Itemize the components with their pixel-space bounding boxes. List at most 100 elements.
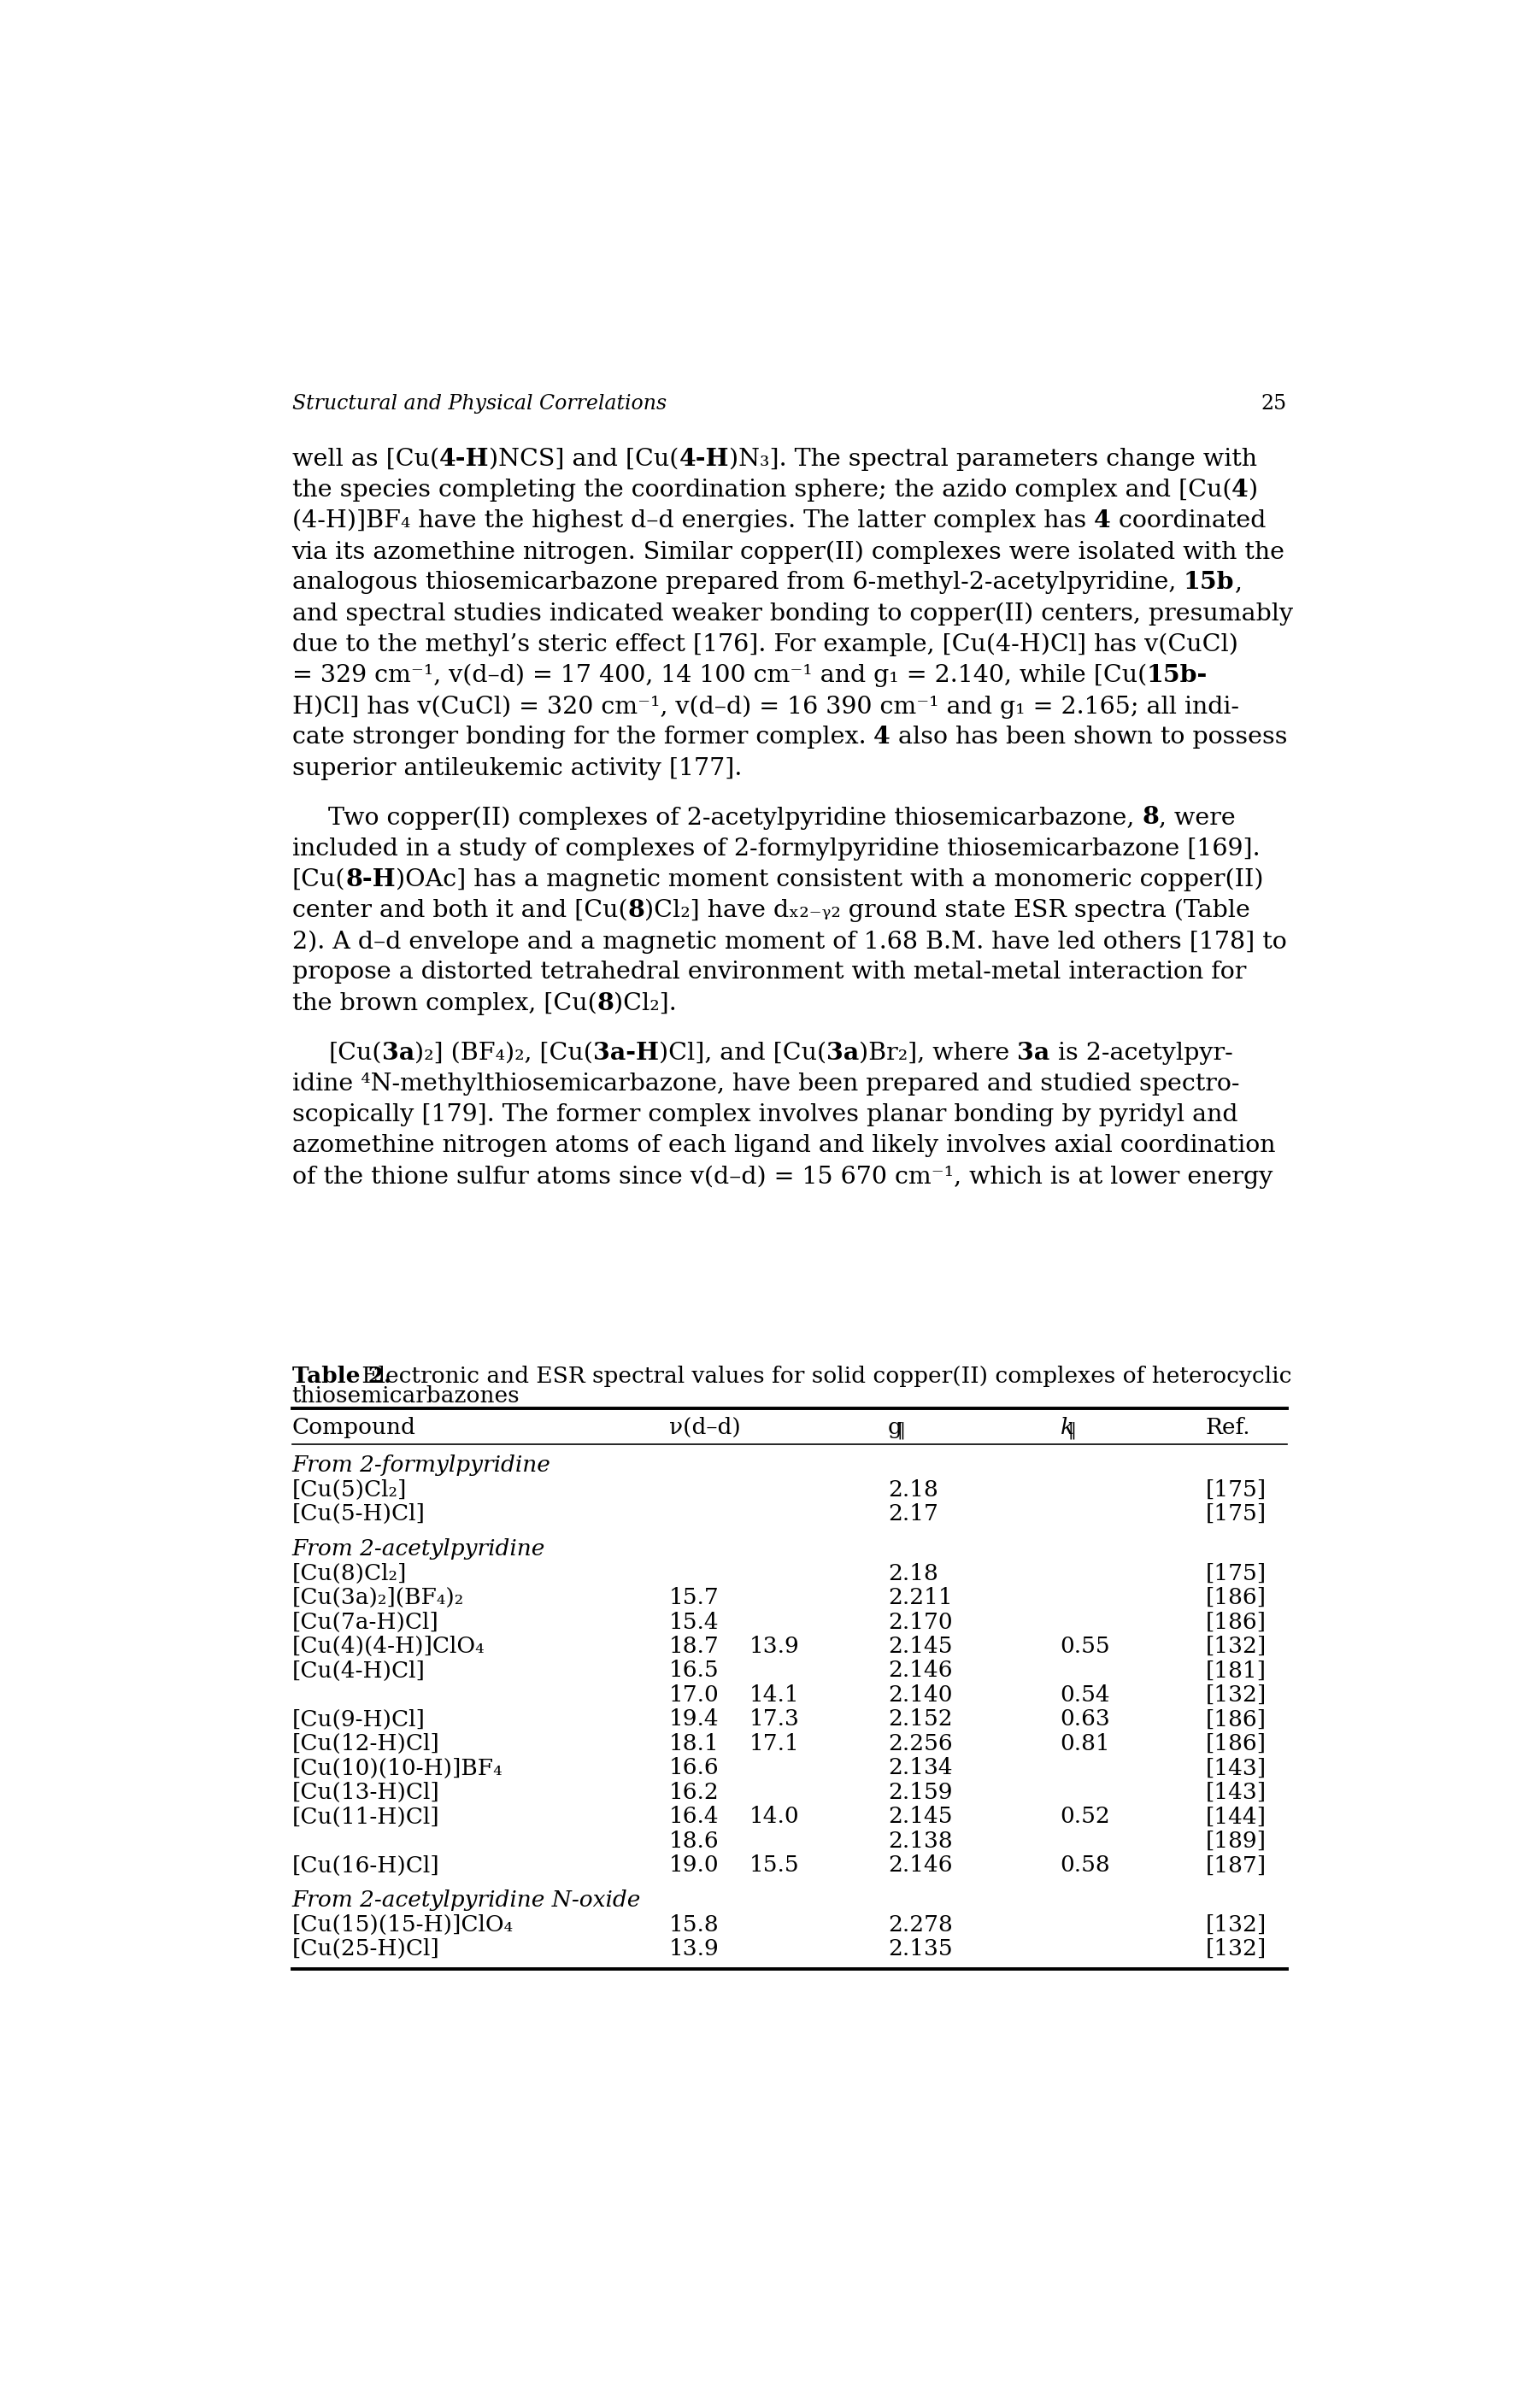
Text: [187]: [187] [1206,1854,1266,1875]
Text: is 2-acetylpyr-: is 2-acetylpyr- [1050,1040,1232,1064]
Text: H)Cl] has v(CuCl) = 320 cm⁻¹, v(d–d) = 16 390 cm⁻¹ and g₁ = 2.165; all indi-: H)Cl] has v(CuCl) = 320 cm⁻¹, v(d–d) = 1… [293,694,1238,718]
Text: included in a study of complexes of 2-formylpyridine thiosemicarbazone [169].: included in a study of complexes of 2-fo… [293,837,1260,861]
Text: [186]: [186] [1206,1611,1266,1632]
Text: )Cl], and [Cu(: )Cl], and [Cu( [659,1040,827,1064]
Text: 0.54: 0.54 [1060,1685,1110,1706]
Text: 8: 8 [596,993,614,1014]
Text: 18.6: 18.6 [670,1830,719,1852]
Text: [186]: [186] [1206,1732,1266,1754]
Text: 0.55: 0.55 [1060,1637,1110,1656]
Text: 2.138: 2.138 [889,1830,953,1852]
Text: [144]: [144] [1206,1806,1266,1828]
Text: 15.4: 15.4 [670,1611,719,1632]
Text: [132]: [132] [1206,1937,1267,1959]
Text: 2.211: 2.211 [889,1587,953,1608]
Text: [Cu(4)(4-H)]ClO₄: [Cu(4)(4-H)]ClO₄ [293,1637,485,1656]
Text: [Cu(12-H)Cl]: [Cu(12-H)Cl] [293,1732,439,1754]
Text: 3a: 3a [1018,1040,1050,1064]
Text: [Cu(: [Cu( [328,1040,382,1064]
Text: 16.4: 16.4 [670,1806,719,1828]
Text: 17.0: 17.0 [670,1685,719,1706]
Text: k: k [1060,1417,1073,1439]
Text: [Cu(9-H)Cl]: [Cu(9-H)Cl] [293,1708,425,1730]
Text: 3a-H: 3a-H [593,1040,659,1064]
Text: 2.140: 2.140 [889,1685,952,1706]
Text: 2.146: 2.146 [889,1661,952,1682]
Text: [Cu(13-H)Cl]: [Cu(13-H)Cl] [293,1782,439,1804]
Text: )OAc] has a magnetic moment consistent with a monomeric copper(II): )OAc] has a magnetic moment consistent w… [396,869,1263,892]
Text: 2.170: 2.170 [889,1611,953,1632]
Text: [175]: [175] [1206,1563,1266,1584]
Text: [143]: [143] [1206,1782,1266,1804]
Text: the brown complex, [Cu(: the brown complex, [Cu( [293,993,596,1014]
Text: From 2-formylpyridine: From 2-formylpyridine [293,1455,551,1477]
Text: [143]: [143] [1206,1758,1266,1780]
Text: [186]: [186] [1206,1708,1266,1730]
Text: 2.135: 2.135 [889,1937,953,1959]
Text: 4-H: 4-H [439,449,488,470]
Text: From 2-acetylpyridine N-oxide: From 2-acetylpyridine N-oxide [293,1890,641,1911]
Text: well as [Cu(: well as [Cu( [293,449,439,470]
Text: scopically [179]. The former complex involves planar bonding by pyridyl and: scopically [179]. The former complex inv… [293,1102,1238,1126]
Text: Compound: Compound [293,1417,416,1439]
Text: [189]: [189] [1206,1830,1266,1852]
Text: 15b: 15b [1183,570,1234,594]
Text: 2.18: 2.18 [889,1563,938,1584]
Text: [Cu(4-H)Cl]: [Cu(4-H)Cl] [293,1661,425,1682]
Text: 0.52: 0.52 [1060,1806,1110,1828]
Text: analogous thiosemicarbazone prepared from 6-methyl-2-acetylpyridine,: analogous thiosemicarbazone prepared fro… [293,570,1183,594]
Text: 0.58: 0.58 [1060,1854,1110,1875]
Text: 16.2: 16.2 [670,1782,719,1804]
Text: Structural and Physical Correlations: Structural and Physical Correlations [293,394,667,413]
Text: ): ) [1249,480,1258,501]
Text: )Cl₂].: )Cl₂]. [614,993,676,1014]
Text: 4: 4 [873,725,890,749]
Text: 8-H: 8-H [345,869,396,892]
Text: 8: 8 [1143,806,1160,830]
Text: Ref.: Ref. [1206,1417,1250,1439]
Text: 4: 4 [1232,480,1249,501]
Text: 13.9: 13.9 [670,1937,719,1959]
Text: )Br₂], where: )Br₂], where [859,1040,1018,1064]
Text: 18.1: 18.1 [670,1732,719,1754]
Text: 15.7: 15.7 [670,1587,719,1608]
Text: [132]: [132] [1206,1637,1267,1656]
Text: , were: , were [1160,806,1235,830]
Text: [Cu(10)(10-H)]BF₄: [Cu(10)(10-H)]BF₄ [293,1758,502,1780]
Text: 19.4: 19.4 [670,1708,719,1730]
Text: g: g [889,1417,902,1439]
Text: 15b-: 15b- [1147,663,1207,687]
Text: azomethine nitrogen atoms of each ligand and likely involves axial coordination: azomethine nitrogen atoms of each ligand… [293,1133,1275,1157]
Text: [Cu(16-H)Cl]: [Cu(16-H)Cl] [293,1854,439,1875]
Text: [181]: [181] [1206,1661,1266,1682]
Text: 18.7: 18.7 [670,1637,719,1656]
Text: 2.278: 2.278 [889,1914,953,1935]
Text: 2.146: 2.146 [889,1854,952,1875]
Text: 2.145: 2.145 [889,1806,952,1828]
Text: 13.9: 13.9 [748,1637,799,1656]
Text: 25: 25 [1261,394,1286,413]
Text: 14.1: 14.1 [748,1685,799,1706]
Text: 17.1: 17.1 [748,1732,799,1754]
Text: 2.18: 2.18 [889,1479,938,1501]
Text: [Cu(7a-H)Cl]: [Cu(7a-H)Cl] [293,1611,439,1632]
Text: 19.0: 19.0 [670,1854,719,1875]
Text: 3a: 3a [827,1040,859,1064]
Text: 4-H: 4-H [679,449,728,470]
Text: [Cu(5)Cl₂]: [Cu(5)Cl₂] [293,1479,407,1501]
Text: the species completing the coordination sphere; the azido complex and [Cu(: the species completing the coordination … [293,480,1232,501]
Text: = 329 cm⁻¹, v(d–d) = 17 400, 14 100 cm⁻¹ and g₁ = 2.140, while [Cu(: = 329 cm⁻¹, v(d–d) = 17 400, 14 100 cm⁻¹… [293,663,1147,687]
Text: due to the methyl’s steric effect [176]. For example, [Cu(4-H)Cl] has v(CuCl): due to the methyl’s steric effect [176].… [293,632,1238,656]
Text: [Cu(: [Cu( [293,869,345,892]
Text: Table 2.: Table 2. [293,1365,391,1386]
Text: Two copper(II) complexes of 2-acetylpyridine thiosemicarbazone,: Two copper(II) complexes of 2-acetylpyri… [328,806,1143,830]
Text: 2.17: 2.17 [889,1503,938,1525]
Text: and spectral studies indicated weaker bonding to copper(II) centers, presumably: and spectral studies indicated weaker bo… [293,601,1292,625]
Text: [175]: [175] [1206,1503,1266,1525]
Text: [Cu(15)(15-H)]ClO₄: [Cu(15)(15-H)]ClO₄ [293,1914,513,1935]
Text: [132]: [132] [1206,1914,1267,1935]
Text: 0.63: 0.63 [1060,1708,1110,1730]
Text: propose a distorted tetrahedral environment with metal-metal interaction for: propose a distorted tetrahedral environm… [293,962,1246,983]
Text: idine ⁴N-methylthiosemicarbazone, have been prepared and studied spectro-: idine ⁴N-methylthiosemicarbazone, have b… [293,1071,1240,1095]
Text: 0.81: 0.81 [1060,1732,1110,1754]
